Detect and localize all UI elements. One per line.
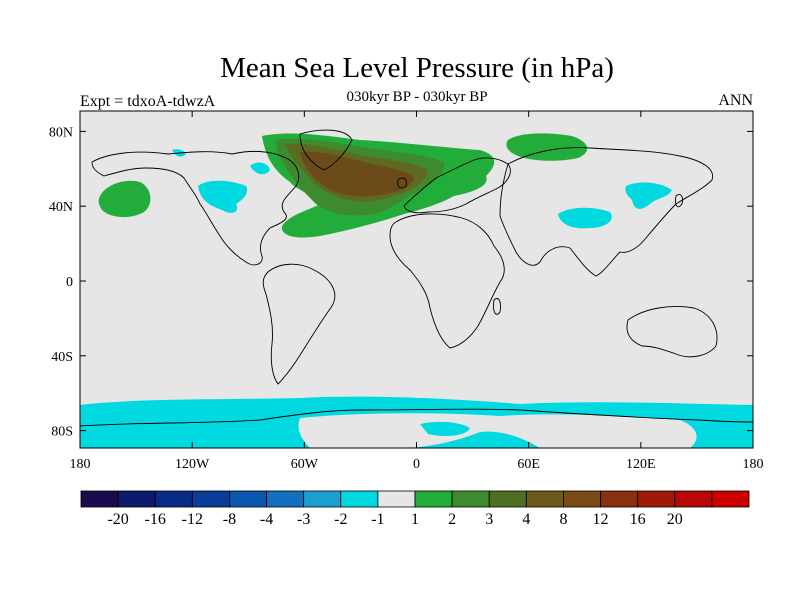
colorbar-box [637, 490, 676, 508]
colorbar-label: -8 [223, 511, 236, 528]
north-atlantic-positive-core [300, 151, 414, 197]
colorbar-label: 20 [667, 511, 683, 528]
colorbar-label: -20 [107, 511, 128, 528]
europe-coastline [403, 157, 511, 214]
asia-negative [558, 207, 612, 229]
map-title: Mean Sea Level Pressure (in hPa) [220, 52, 614, 84]
africa-coastline [389, 213, 505, 349]
x-tick-label: 180 [70, 457, 91, 472]
x-tick-label: 0 [413, 457, 420, 472]
colorbar-box [563, 490, 601, 508]
madagascar-coastline [493, 298, 501, 315]
japan-negative [625, 182, 672, 209]
y-tick-label: 40N [49, 200, 73, 215]
japan-coastline [675, 193, 683, 208]
colorbar-label: -12 [182, 511, 203, 528]
colorbar-box [80, 490, 119, 508]
colorbar-label: -3 [297, 511, 310, 528]
antarctic-interior-field [298, 413, 697, 448]
north-pacific-negative [198, 180, 248, 213]
x-tick-label: 60E [517, 457, 540, 472]
colorbar-label: 1 [411, 511, 419, 528]
y-tick-label: 80N [49, 125, 73, 140]
longitude-axis: 180 120W 60W 0 60E 120E 180 [70, 111, 764, 472]
asia-coastline [499, 147, 714, 277]
australia-coastline [626, 306, 718, 358]
colorbar-box [674, 490, 713, 508]
coastlines [80, 129, 753, 427]
colorbar-box [117, 490, 156, 508]
y-tick-label: 80S [51, 425, 73, 440]
colorbar-label: 2 [448, 511, 456, 528]
south-america-coastline [262, 263, 336, 385]
pressure-anomaly-fields [80, 133, 753, 448]
colorbar-box [600, 490, 639, 508]
x-tick-label: 60W [291, 457, 319, 472]
colorbar-label: -1 [371, 511, 384, 528]
colorbar-label: 3 [485, 511, 493, 528]
colorbar-box [451, 490, 490, 508]
colorbar-label: -4 [260, 511, 273, 528]
north-america-coastline [91, 150, 300, 266]
colorbar-label: -16 [145, 511, 166, 528]
y-tick-label: 40S [51, 350, 73, 365]
season-label: ANN [718, 92, 753, 109]
x-tick-label: 120E [626, 457, 656, 472]
colorbar-box [266, 490, 305, 508]
latitude-axis: 80N 40N 0 40S 80S [49, 125, 753, 440]
colorbar-box [191, 490, 230, 508]
map-subtitle: 030kyr BP - 030kyr BP [346, 89, 488, 105]
colorbar-box [414, 490, 453, 508]
colorbar-label: 16 [630, 511, 646, 528]
y-tick-label: 0 [66, 275, 73, 290]
experiment-label: Expt = tdxoA-tdwzA [80, 93, 216, 110]
colorbar: -20 -16 -12 -8 -4 -3 -2 -1 1 2 3 4 8 12 16 20 [80, 490, 750, 528]
colorbar-box [303, 490, 342, 508]
siberia-positive-field [506, 133, 588, 161]
colorbar-label: 12 [593, 511, 609, 528]
x-tick-label: 120W [175, 457, 210, 472]
greenland-coastline [299, 129, 353, 171]
colorbar-box [488, 490, 527, 508]
colorbar-box [340, 490, 379, 508]
colorbar-box [525, 490, 564, 508]
antarctic-coastal-negative [420, 421, 470, 436]
alaska-negative [250, 162, 270, 175]
colorbar-label: 8 [559, 511, 567, 528]
pacific-positive-field [98, 180, 151, 218]
colorbar-label: 4 [522, 511, 530, 528]
antarctica-coastline [80, 408, 753, 427]
colorbar-label: -2 [334, 511, 347, 528]
colorbar-box [154, 490, 193, 508]
british-isles-coastline [397, 177, 407, 189]
colorbar-box [377, 490, 416, 508]
x-tick-label: 180 [743, 457, 764, 472]
colorbar-box [229, 490, 267, 508]
colorbar-box [711, 490, 750, 508]
